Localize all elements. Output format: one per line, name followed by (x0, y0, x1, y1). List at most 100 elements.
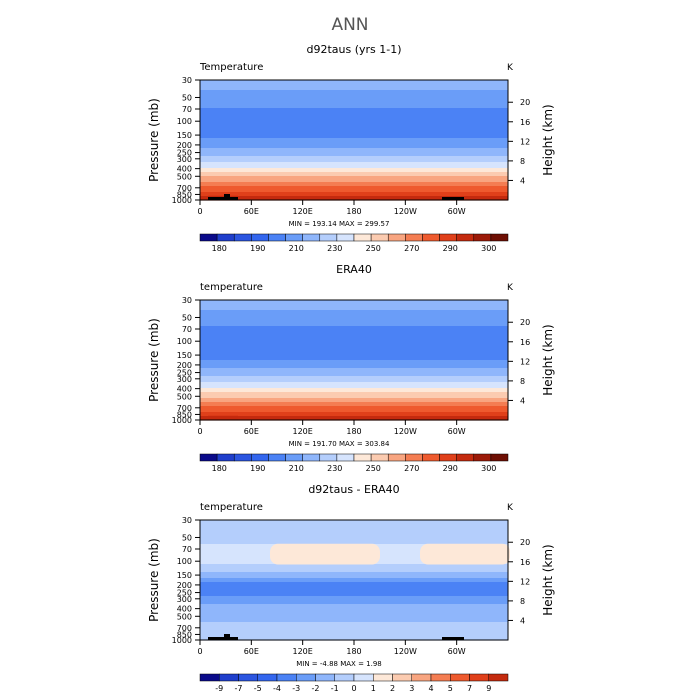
x-tick-label: 120E (293, 647, 313, 656)
colorbar-box (238, 673, 258, 682)
pressure-tick-label: 100 (177, 117, 192, 126)
height-tick-label: 12 (520, 577, 530, 586)
pressure-tick-label: 1000 (172, 636, 192, 645)
height-axis-label: Height (km) (541, 324, 555, 395)
contour-field (200, 520, 510, 641)
contour-band (200, 524, 508, 527)
colorbar-label: -7 (235, 684, 243, 693)
colorbar-box (405, 453, 423, 462)
colorbar-box (473, 233, 492, 242)
x-tick-label: 60E (244, 427, 259, 436)
contour-band (200, 580, 508, 583)
contour-band (200, 314, 508, 317)
contour-band (200, 598, 508, 601)
orography (224, 194, 230, 200)
colorbar-box (296, 673, 316, 682)
height-tick-label: 20 (520, 318, 530, 327)
colorbar-label: 210 (289, 464, 304, 473)
x-tick-label: 180 (346, 207, 361, 216)
contour-band (200, 612, 508, 615)
contour-band (200, 616, 508, 619)
contour-band (200, 348, 508, 351)
colorbar-label: 5 (448, 684, 453, 693)
contour-band (200, 366, 508, 369)
pressure-tick-label: 700 (177, 184, 192, 193)
x-tick-label: 120W (394, 647, 417, 656)
contour-band (200, 172, 508, 175)
colorbar-label: 270 (404, 244, 419, 253)
contour-band (200, 148, 508, 151)
colorbar-box (422, 453, 440, 462)
x-tick-label: 0 (197, 207, 202, 216)
height-axis-label: Height (km) (541, 544, 555, 615)
pressure-tick-label: 70 (182, 545, 192, 554)
pressure-tick-label: 50 (182, 93, 192, 102)
pressure-tick-label: 300 (177, 155, 192, 164)
colorbar-box (490, 233, 509, 242)
contour-band (200, 594, 508, 597)
contour-band (200, 392, 508, 395)
colorbar-box (216, 453, 235, 462)
contour-band (200, 572, 508, 575)
colorbar-box (387, 233, 406, 242)
panel-title: ERA40 (336, 263, 372, 276)
contour-band (200, 608, 508, 611)
contour-band (200, 308, 508, 311)
contour-band (200, 564, 508, 567)
contour-band (200, 100, 508, 103)
warm-anomaly (270, 543, 380, 565)
contour-band (200, 578, 508, 581)
contour-band (200, 168, 508, 171)
units-label: K (507, 503, 514, 513)
colorbar-box (216, 233, 235, 242)
colorbar-box (353, 233, 372, 242)
pressure-tick-label: 150 (177, 351, 192, 360)
contour-band (200, 144, 508, 147)
colorbar-label: 290 (443, 464, 458, 473)
contour-band (200, 150, 508, 153)
colorbar-label: 190 (250, 464, 265, 473)
contour-band (200, 340, 508, 343)
contour-band (200, 304, 508, 307)
contour-band (200, 520, 508, 523)
colorbar-label: 7 (467, 684, 472, 693)
contour-band (200, 154, 508, 157)
contour-band (200, 536, 508, 539)
variable-label: Temperature (199, 62, 263, 73)
contour-band (200, 628, 508, 631)
contour-band (200, 418, 508, 421)
contour-band (200, 334, 508, 337)
colorbar-label: 4 (428, 684, 433, 693)
contour-band (200, 584, 508, 587)
pressure-tick-label: 300 (177, 595, 192, 604)
colorbar-label: -5 (254, 684, 262, 693)
colorbar-box (334, 673, 355, 682)
contour-band (200, 336, 508, 339)
contour-band (200, 180, 508, 183)
min-max-stats: MIN = 193.14 MAX = 299.57 (289, 220, 390, 228)
colorbar-box (257, 673, 278, 682)
pressure-tick-label: 30 (182, 296, 192, 305)
colorbar-box (490, 453, 509, 462)
contour-band (200, 576, 508, 579)
contour-band (200, 106, 508, 109)
contour-band (200, 128, 508, 131)
contour-band (200, 146, 508, 149)
contour-band (200, 388, 508, 391)
contour-band (200, 120, 508, 123)
pressure-tick-label: 250 (177, 589, 192, 598)
pressure-tick-label: 70 (182, 325, 192, 334)
x-tick-label: 180 (346, 427, 361, 436)
colorbar-label: 300 (481, 464, 496, 473)
pressure-tick-label: 30 (182, 76, 192, 85)
contour-band (200, 374, 508, 377)
colorbar-box (488, 673, 509, 682)
height-axis-label: Height (km) (541, 104, 555, 175)
x-tick-label: 120E (293, 427, 313, 436)
contour-band (200, 330, 508, 333)
contour-band (200, 380, 508, 383)
x-tick-label: 0 (197, 647, 202, 656)
pressure-tick-label: 850 (177, 410, 192, 419)
orography (442, 637, 464, 640)
contour-band (200, 184, 508, 187)
